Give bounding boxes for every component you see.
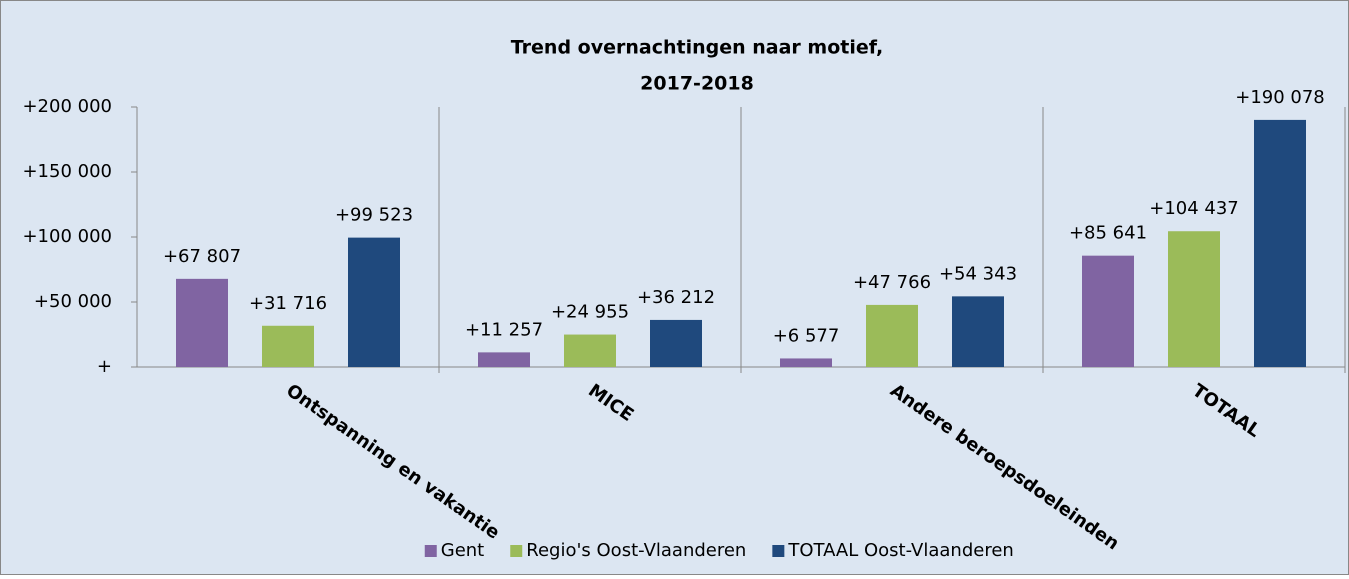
y-tick-label: +200 000 — [22, 96, 112, 117]
data-label: +54 343 — [939, 263, 1017, 284]
legend-swatch — [772, 545, 785, 557]
bar — [176, 278, 228, 367]
y-tick-label: + — [97, 356, 112, 377]
data-label: +190 078 — [1235, 87, 1325, 108]
bar — [564, 334, 616, 367]
y-tick-label: +100 000 — [22, 226, 112, 247]
bar — [650, 319, 702, 367]
bar — [780, 358, 832, 367]
bar — [1082, 255, 1134, 367]
chart-title: 2017-2018 — [640, 73, 754, 95]
bar — [952, 296, 1004, 367]
bar — [262, 325, 314, 367]
data-label: +31 716 — [249, 293, 327, 314]
y-tick-label: +150 000 — [22, 161, 112, 182]
legend-label: Gent — [441, 540, 485, 561]
data-label: +36 212 — [637, 287, 715, 308]
legend-label: TOTAAL Oost-Vlaanderen — [787, 540, 1013, 561]
bar — [1254, 119, 1306, 368]
chart-title: Trend overnachtingen naar motief, — [511, 37, 883, 59]
data-label: +24 955 — [551, 302, 629, 323]
data-label: +11 257 — [465, 319, 543, 340]
data-label: +6 577 — [773, 325, 840, 346]
legend-label: Regio's Oost-Vlaanderen — [526, 540, 746, 561]
legend-swatch — [510, 545, 523, 557]
data-label: +99 523 — [335, 205, 413, 226]
bar — [348, 237, 400, 367]
data-label: +104 437 — [1149, 198, 1239, 219]
data-label: +85 641 — [1069, 223, 1147, 244]
y-tick-label: +50 000 — [34, 291, 112, 312]
bar — [478, 352, 530, 367]
data-label: +67 807 — [163, 246, 241, 267]
bar — [1168, 231, 1220, 367]
legend-swatch — [424, 545, 437, 557]
bar — [866, 304, 918, 367]
data-label: +47 766 — [853, 272, 931, 293]
